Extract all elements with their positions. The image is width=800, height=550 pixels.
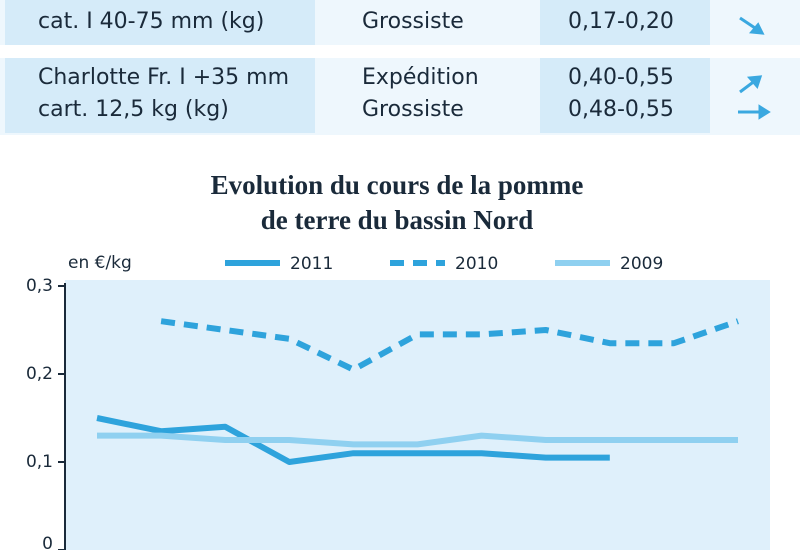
legend-label: 2009	[620, 254, 663, 274]
product: Charlotte Fr. I +35 mm	[38, 65, 289, 90]
series-line	[97, 432, 738, 448]
product: cart. 12,5 kg (kg)	[38, 97, 229, 122]
cell-bg	[540, 58, 710, 133]
legend-label: 2011	[290, 254, 333, 274]
stage: Grossiste	[362, 97, 464, 122]
series-line	[96, 415, 610, 465]
price: 0,48-0,55	[568, 97, 674, 122]
price: 0,40-0,55	[568, 65, 674, 90]
chart-title: Evolution du cours de la pomme	[211, 170, 584, 200]
row-gap	[0, 45, 800, 58]
y-axis-label: en €/kg	[68, 253, 132, 273]
series-line	[160, 318, 739, 373]
stage: Expédition	[362, 65, 479, 90]
stage: Grossiste	[362, 9, 464, 34]
chart-title: de terre du bassin Nord	[261, 205, 534, 235]
y-tick-label: 0,1	[26, 452, 53, 472]
cell-bg	[5, 58, 315, 133]
plot-area	[65, 280, 770, 550]
cell-bg	[5, 0, 315, 45]
price: 0,17-0,20	[568, 9, 674, 34]
cell-bg	[540, 0, 710, 45]
y-tick-label: 0	[42, 534, 53, 550]
y-tick-label: 0,2	[26, 364, 53, 384]
product: cat. I 40-75 mm (kg)	[38, 9, 264, 34]
legend-label: 2010	[455, 254, 498, 274]
trend-arrows	[738, 16, 771, 120]
y-tick-label: 0,3	[26, 276, 53, 296]
